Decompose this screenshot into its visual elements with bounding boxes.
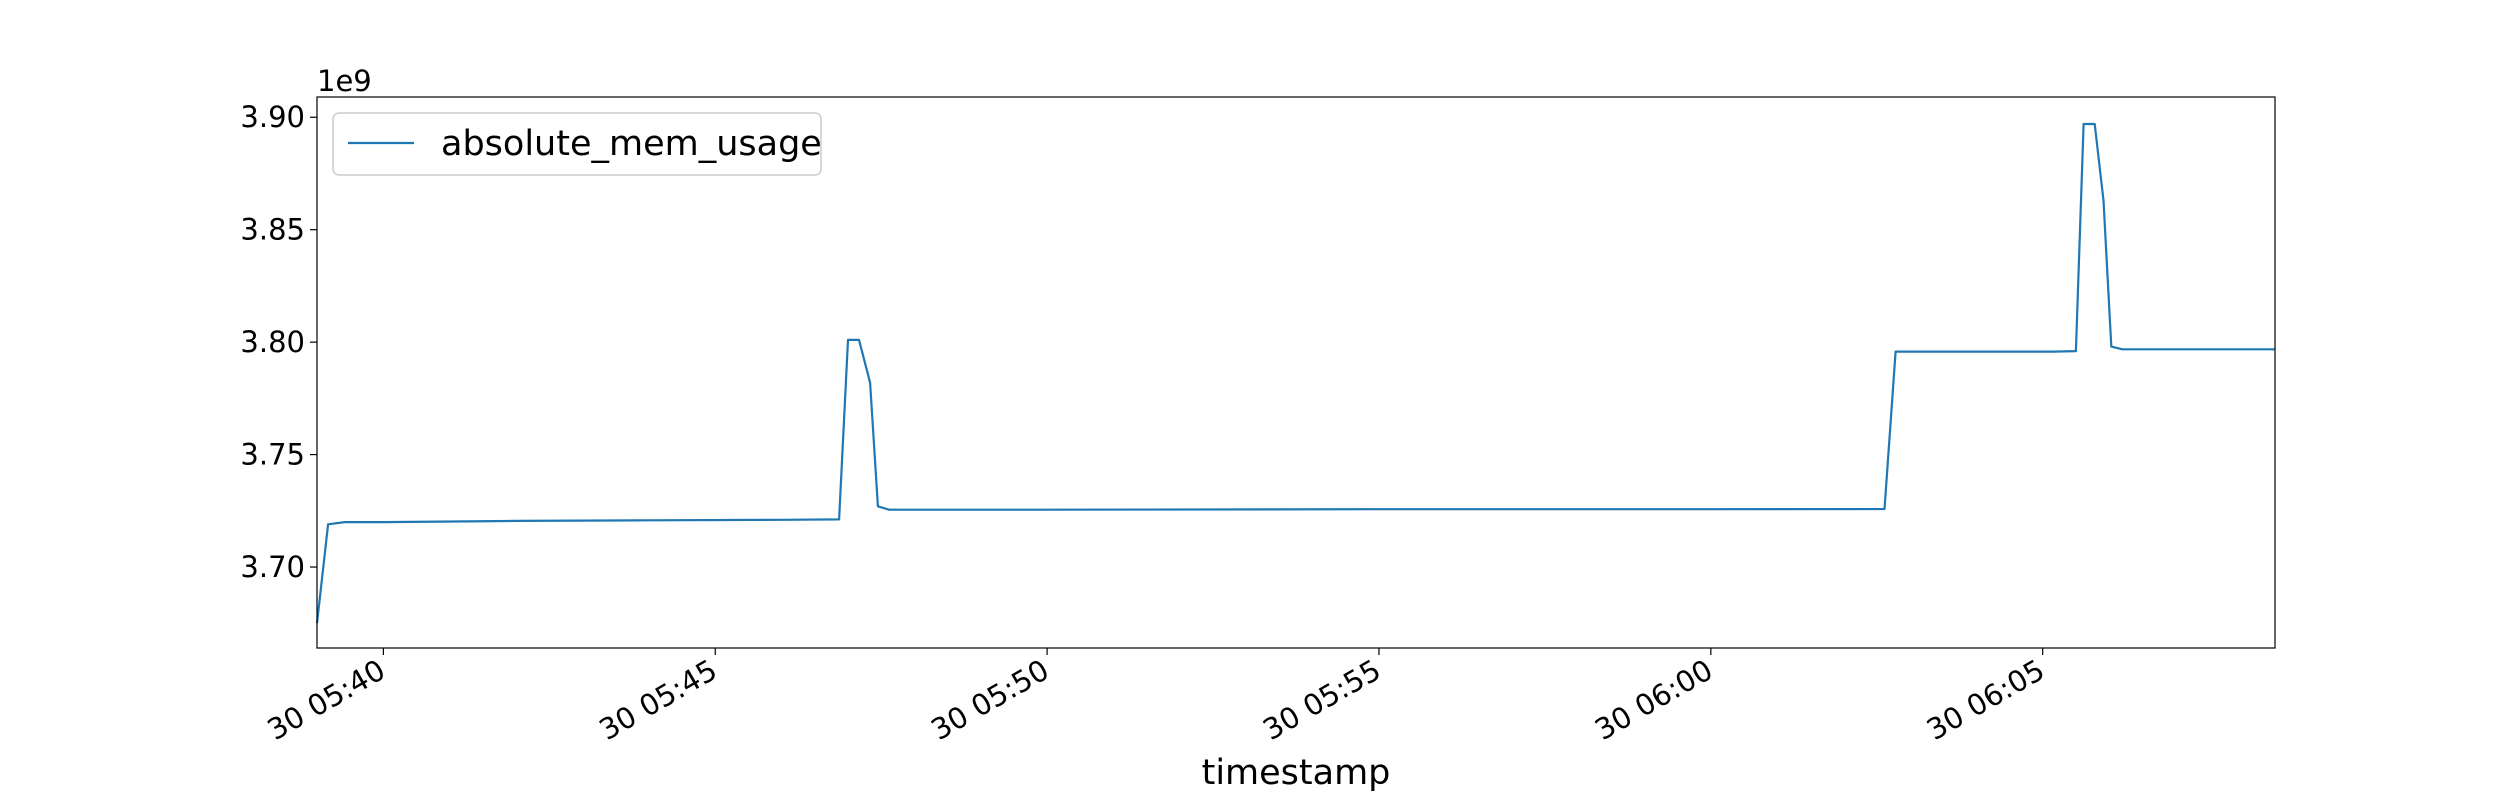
x-axis-ticks: 30 05:40 30 05:45 30 05:50 30 05:55 30 06:00… — [262, 648, 2050, 747]
plot-area — [317, 97, 2275, 648]
x-tick-label: 30 05:50 — [925, 653, 1054, 747]
x-axis-label: timestamp — [1202, 753, 1391, 793]
x-tick-label: 30 05:55 — [1257, 653, 1386, 747]
x-tick-label: 30 06:05 — [1921, 653, 2050, 747]
y-tick-label: 3.80 — [240, 325, 305, 359]
x-tick-label: 30 05:40 — [262, 653, 391, 747]
x-tick-label: 30 05:45 — [593, 653, 722, 747]
x-tick-label: 30 06:00 — [1589, 653, 1718, 747]
legend-box — [332, 112, 822, 176]
y-tick-label: 3.70 — [240, 550, 305, 584]
y-tick-label: 3.90 — [240, 100, 305, 134]
series-layer — [315, 122, 2275, 624]
y-offset-label: 1e9 — [317, 64, 372, 98]
legend-label: absolute_mem_usage — [441, 124, 822, 164]
y-axis-ticks: 3.70 3.75 3.80 3.85 3.90 — [240, 100, 317, 584]
plot-frame — [316, 96, 2276, 649]
series-line-absolute-mem-usage — [315, 122, 2275, 624]
y-tick-label: 3.75 — [240, 438, 305, 472]
legend: absolute_mem_usage — [332, 112, 822, 176]
y-tick-label: 3.85 — [240, 213, 305, 247]
